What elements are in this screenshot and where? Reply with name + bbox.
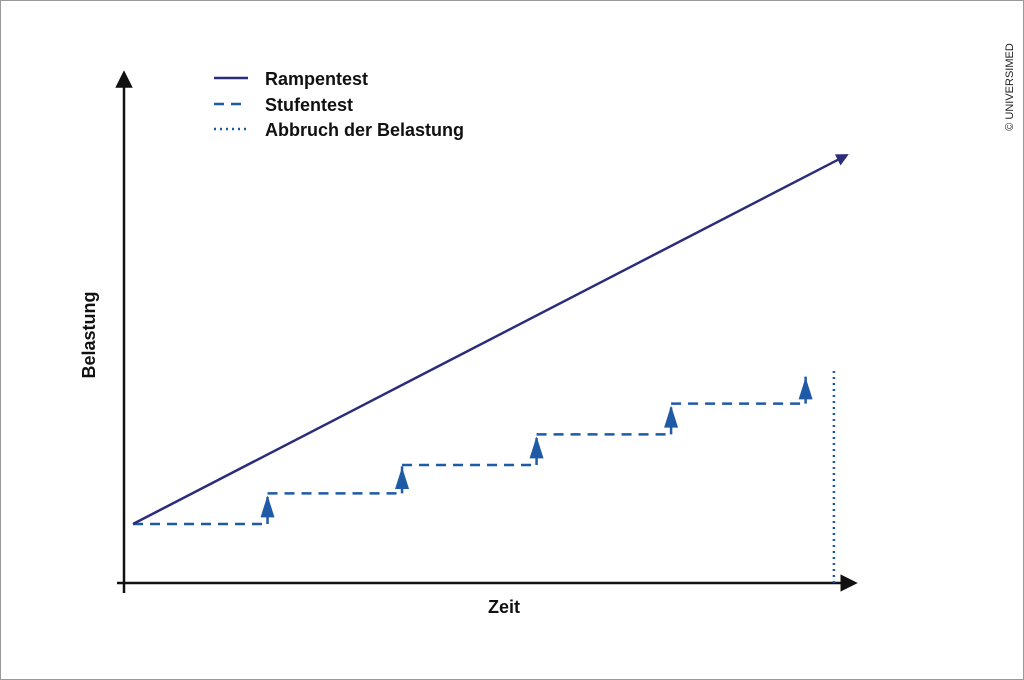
rampentest-series <box>132 154 849 526</box>
rampentest-line <box>132 154 849 526</box>
step-arrow <box>395 467 410 489</box>
step-arrow <box>798 377 813 400</box>
step-arrow <box>664 405 679 428</box>
legend-label-rampentest: Rampentest <box>265 69 368 89</box>
step-arrow <box>529 436 544 459</box>
copyright-credit: © UNIVERSIMED <box>1004 43 1016 131</box>
legend-label-abbruch: Abbruch der Belastung <box>265 120 464 140</box>
y-axis-label: Belastung <box>79 291 99 378</box>
step-arrow <box>260 495 275 518</box>
stufentest-series <box>133 375 807 526</box>
step-arrows <box>260 377 813 518</box>
legend: Rampentest Stufentest Abbruch der Belast… <box>214 69 464 140</box>
legend-label-stufentest: Stufentest <box>265 95 353 115</box>
x-axis-label: Zeit <box>488 597 520 617</box>
